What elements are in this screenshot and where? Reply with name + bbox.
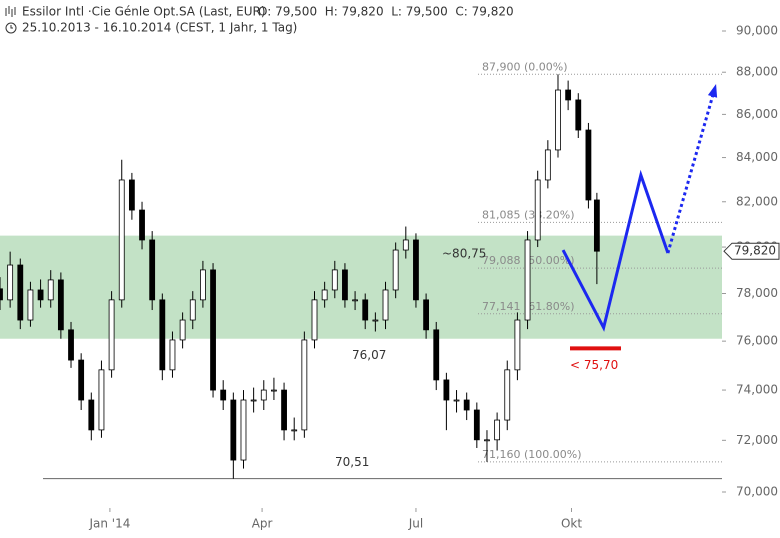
candle-body bbox=[149, 239, 156, 301]
candle-body bbox=[78, 359, 85, 401]
y-tick-label: 84,000 bbox=[736, 150, 778, 164]
y-tick-label: 88,000 bbox=[736, 65, 778, 79]
fib-label: 87,900 (0.00%) bbox=[482, 60, 568, 73]
candle-body bbox=[443, 379, 450, 401]
candle-body bbox=[473, 409, 480, 441]
candle-body bbox=[575, 99, 582, 131]
chart-icon bbox=[5, 6, 16, 17]
candle-body bbox=[321, 289, 328, 301]
candle-body bbox=[7, 264, 14, 301]
candle-body bbox=[57, 279, 64, 331]
chart-title: Essilor Intl ·Cie Génle Opt.SA (Last, EU… bbox=[22, 5, 266, 19]
candle-body bbox=[352, 299, 358, 302]
level-label: ~80,75 bbox=[442, 246, 486, 260]
candle-body bbox=[281, 389, 287, 431]
y-tick-label: 72,000 bbox=[736, 433, 778, 447]
candle-body bbox=[27, 289, 34, 321]
candle-body bbox=[413, 239, 419, 301]
candle-body bbox=[494, 419, 501, 441]
projection-line bbox=[666, 86, 717, 254]
candle-body bbox=[593, 199, 600, 252]
candle-body bbox=[382, 289, 389, 321]
level-label: 76,07 bbox=[352, 348, 386, 362]
y-tick-label: 70,000 bbox=[736, 485, 778, 499]
candle-body bbox=[311, 299, 318, 341]
candle-body bbox=[118, 179, 125, 301]
candle-body bbox=[260, 389, 267, 401]
candle-body bbox=[534, 179, 541, 241]
y-tick-label: 74,000 bbox=[736, 383, 778, 397]
fib-label: 71,160 (100.00%) bbox=[482, 448, 582, 461]
candle-body bbox=[291, 429, 298, 432]
arrow-head bbox=[707, 83, 718, 98]
candle-body bbox=[372, 319, 379, 322]
candle-body bbox=[200, 269, 206, 301]
candle-body bbox=[565, 89, 572, 101]
candle-body bbox=[362, 299, 369, 321]
x-tick-label: Jul bbox=[408, 517, 423, 531]
candle-body bbox=[544, 149, 551, 181]
candle-body bbox=[108, 299, 115, 371]
x-tick-label: Okt bbox=[561, 517, 582, 531]
candle-body bbox=[463, 399, 470, 411]
candle-body bbox=[555, 89, 561, 151]
candle-body bbox=[331, 269, 338, 291]
x-tick-label: Jan '14 bbox=[88, 517, 130, 531]
candle-body bbox=[504, 369, 511, 421]
candle-body bbox=[301, 339, 308, 431]
quote: O: 79,500 H: 79,820 L: 79,500 C: 79,820 bbox=[258, 5, 514, 19]
candle-body bbox=[128, 179, 135, 211]
projection-line bbox=[561, 169, 670, 332]
y-tick-label: 90,000 bbox=[736, 24, 778, 38]
candle-body bbox=[220, 389, 227, 401]
candle-body bbox=[230, 399, 237, 461]
candle-body bbox=[0, 288, 3, 301]
candle-body bbox=[189, 299, 196, 321]
candle-body bbox=[585, 129, 592, 201]
candle-body bbox=[210, 269, 216, 391]
candle-body bbox=[17, 264, 24, 321]
candle-body bbox=[240, 399, 247, 461]
candle-body bbox=[514, 319, 521, 371]
candle-body bbox=[271, 389, 277, 392]
candle-body bbox=[433, 329, 440, 381]
price-tag bbox=[723, 242, 780, 260]
fib-label: 81,085 (38.20%) bbox=[482, 208, 575, 221]
candle-body bbox=[159, 299, 166, 371]
candle-body bbox=[453, 399, 460, 402]
candle-body bbox=[524, 239, 531, 321]
level-label: 70,51 bbox=[335, 455, 369, 469]
x-tick-label: Apr bbox=[252, 517, 273, 531]
candle-body bbox=[169, 339, 176, 371]
candle-body bbox=[423, 299, 429, 331]
candle-body bbox=[139, 209, 145, 241]
candle-body bbox=[250, 399, 257, 402]
subtitle: 25.10.2013 - 16.10.2014 (CEST, 1 Jahr, 1… bbox=[22, 21, 297, 35]
candle-body bbox=[37, 289, 44, 301]
candle-body bbox=[402, 239, 409, 251]
candle-body bbox=[342, 269, 348, 301]
y-tick-label: 76,000 bbox=[736, 334, 778, 348]
y-tick-label: 78,000 bbox=[736, 286, 778, 300]
price-tag-label: 79,820 bbox=[734, 244, 776, 258]
clock-icon bbox=[5, 22, 17, 34]
candle-body bbox=[68, 329, 74, 361]
candle-body bbox=[47, 279, 54, 301]
candle-body bbox=[88, 399, 95, 431]
y-tick-label: 86,000 bbox=[736, 107, 778, 121]
y-tick-label: 82,000 bbox=[736, 194, 778, 208]
candle-body bbox=[392, 249, 399, 291]
level-label: < 75,70 bbox=[570, 358, 618, 372]
candle-body bbox=[484, 439, 490, 442]
candle-body bbox=[179, 319, 186, 341]
candle-body bbox=[98, 369, 105, 431]
